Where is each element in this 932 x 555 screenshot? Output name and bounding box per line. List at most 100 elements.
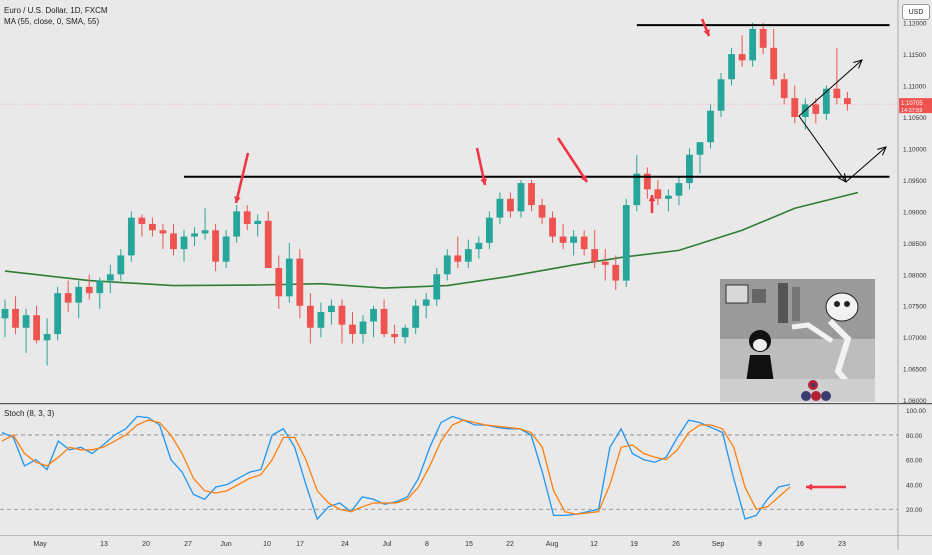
candle-body — [306, 305, 314, 328]
countdown-label: 14:37:59 — [901, 108, 922, 114]
candle-body — [254, 220, 262, 224]
projection-arrow-shaft — [798, 115, 847, 183]
y-tick-label: 1.09000 — [903, 209, 927, 216]
horizontal-levels[interactable] — [184, 24, 890, 178]
candle-body — [106, 274, 114, 281]
candle-body — [149, 223, 156, 231]
candle — [759, 22, 767, 55]
axes: 1.12000 1.11500 1.11000 1.10500 1.10000 1.095… — [33, 21, 932, 548]
candle-body — [338, 305, 346, 325]
candle-body — [96, 280, 104, 294]
y-tick-label: 1.12000 — [903, 21, 927, 28]
x-tick-label: 9 — [758, 541, 762, 548]
candle-body — [591, 249, 599, 262]
candle — [517, 179, 525, 218]
candle — [170, 223, 177, 256]
candle — [507, 192, 514, 218]
candle-body — [317, 312, 325, 328]
candle-body — [664, 195, 672, 199]
candle-body — [296, 258, 304, 306]
candle-body — [759, 28, 767, 48]
candle-body — [570, 236, 578, 243]
candle — [370, 305, 377, 338]
candle — [138, 214, 146, 237]
red-arrow-shaft — [556, 137, 589, 183]
candle-body — [285, 258, 293, 297]
candle-body — [696, 142, 704, 155]
candle — [222, 230, 230, 268]
candle-body — [833, 88, 841, 99]
red-arrow-head — [703, 29, 710, 36]
candle-body — [222, 236, 230, 262]
candle — [85, 274, 93, 300]
candle — [696, 142, 704, 174]
x-tick-label: Jun — [220, 541, 231, 548]
candle — [317, 302, 325, 338]
candle — [443, 249, 451, 281]
stochastic-panel — [0, 415, 898, 521]
red-arrow-shaft — [475, 147, 487, 186]
candle-body — [85, 286, 93, 294]
x-tick-label: May — [33, 541, 47, 548]
candle-body — [528, 183, 535, 206]
x-tick-label: 22 — [506, 541, 514, 548]
candle — [380, 299, 388, 338]
x-tick-label: 19 — [630, 541, 638, 548]
y-tick-label: 1.07500 — [903, 304, 927, 311]
moving-average — [4, 191, 859, 289]
candle — [633, 154, 641, 212]
candle-body — [22, 315, 30, 328]
red-arrow-head — [480, 178, 487, 185]
candle — [191, 227, 198, 246]
panel-divider — [0, 403, 932, 405]
ma-legend: MA (55, close, 0, SMA, 55) — [4, 17, 100, 26]
stoch-line-k — [1, 415, 791, 521]
annotations[interactable] — [234, 18, 887, 491]
candle — [812, 98, 820, 124]
candle-body — [749, 28, 757, 61]
candle — [201, 208, 209, 240]
candle-body — [54, 293, 62, 335]
candle-body — [485, 217, 493, 243]
candle-body — [170, 233, 177, 250]
candle — [75, 280, 83, 319]
candle — [43, 318, 51, 366]
candle — [12, 296, 19, 335]
candle — [349, 312, 356, 344]
candle — [149, 217, 156, 237]
projection-arrow-head — [853, 59, 863, 69]
candle — [559, 223, 567, 250]
candle-body — [844, 98, 851, 105]
stoch-legend: Stoch (8, 3, 3) — [4, 409, 55, 418]
candle — [833, 47, 841, 105]
candle-body — [686, 154, 693, 184]
candle — [591, 230, 599, 268]
candle-body — [127, 217, 135, 256]
candle — [844, 91, 851, 111]
stoch-y-tick-label: 40.00 — [906, 482, 923, 489]
candle — [127, 211, 135, 262]
candle-body — [201, 230, 209, 234]
x-tick-label: 17 — [296, 541, 304, 548]
candle — [570, 230, 578, 256]
candle — [117, 249, 125, 281]
candle — [601, 249, 609, 281]
candle — [717, 72, 725, 118]
candle — [791, 85, 799, 124]
candle-body — [812, 104, 820, 114]
candle-body — [191, 233, 198, 237]
candle — [96, 277, 104, 309]
candle — [1, 299, 9, 338]
candle — [464, 239, 472, 268]
candle-body — [359, 321, 367, 335]
candle — [549, 211, 556, 243]
red-arrow-head — [234, 196, 241, 203]
y-tick-label: 1.08000 — [903, 272, 927, 279]
candle — [338, 299, 346, 344]
candle — [675, 176, 683, 206]
currency-badge[interactable]: USD — [902, 4, 930, 20]
candle — [738, 35, 746, 67]
candle-body — [349, 324, 356, 335]
x-tick-label: 16 — [796, 541, 804, 548]
